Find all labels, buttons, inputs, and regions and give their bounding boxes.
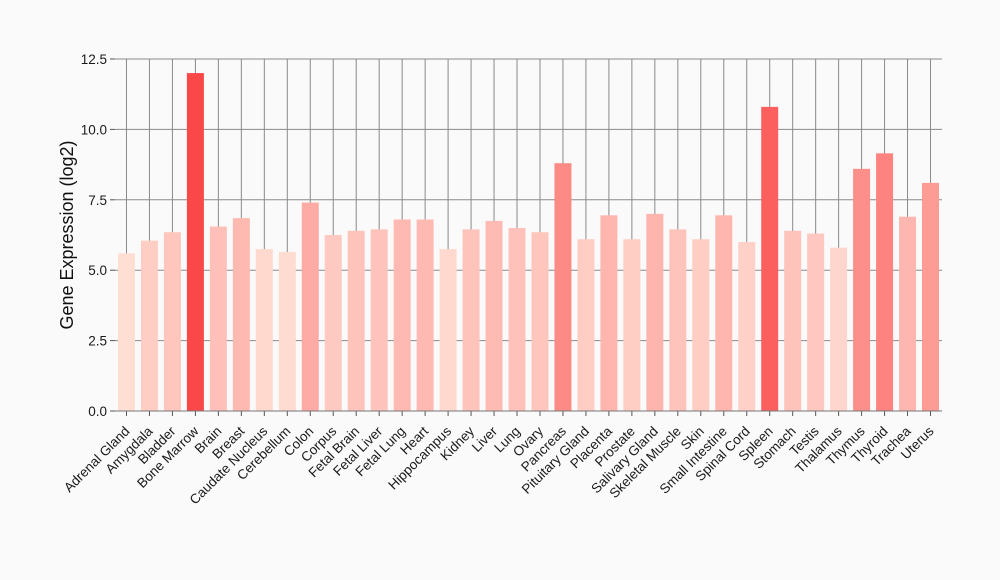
bar-trachea xyxy=(899,216,917,411)
bar-salivary-gland xyxy=(646,213,664,411)
bar-skin xyxy=(692,239,710,411)
bar-small-intestine xyxy=(715,215,733,411)
bar-amygdala xyxy=(140,240,158,411)
bar-hippocampus xyxy=(439,249,457,411)
y-tick-label: 5.0 xyxy=(88,263,107,278)
bar-ovary xyxy=(531,232,549,411)
y-tick-label: 7.5 xyxy=(88,193,107,208)
bar-prostate xyxy=(623,239,641,411)
bar-uterus xyxy=(922,182,940,411)
bar-testis xyxy=(807,233,825,411)
y-axis-ticks: 0.0 2.5 5.0 7.5 10.0 12.5 xyxy=(81,52,115,419)
bar-brain xyxy=(209,226,227,411)
bar-liver xyxy=(485,220,503,411)
bar-pituitary-gland xyxy=(577,239,595,411)
bar-skeletal-muscle xyxy=(669,229,687,411)
y-tick-label: 12.5 xyxy=(81,52,107,67)
bar-colon xyxy=(301,202,319,411)
y-axis-title: Gene Expression (log2) xyxy=(57,140,77,329)
bar-heart xyxy=(416,219,434,411)
bar-cerebellum xyxy=(278,251,296,411)
bar-placenta xyxy=(600,215,618,411)
bar-pancreas xyxy=(554,163,572,411)
bar-adrenal-gland xyxy=(117,253,135,411)
bar-lung xyxy=(508,227,526,411)
bar-bone-marrow xyxy=(186,73,204,411)
bar-kidney xyxy=(462,229,480,411)
bar-caudate-nucleus xyxy=(255,249,273,411)
bar-spleen xyxy=(761,106,779,411)
bar-stomach xyxy=(784,230,802,411)
bars xyxy=(117,73,940,411)
bar-thalamus xyxy=(830,247,848,411)
bar-thymus xyxy=(853,168,871,411)
bar-thyroid xyxy=(876,153,894,411)
bar-breast xyxy=(232,218,250,411)
y-tick-label: 2.5 xyxy=(88,334,107,349)
bar-bladder xyxy=(163,232,181,411)
bar-fetal-brain xyxy=(347,230,365,411)
bar-fetal-liver xyxy=(370,229,388,411)
y-tick-label: 10.0 xyxy=(81,122,107,137)
bar-corpus xyxy=(324,235,342,411)
bar-fetal-lung xyxy=(393,219,411,411)
bar-spinal-cord xyxy=(738,242,756,411)
y-tick-label: 0.0 xyxy=(88,404,107,419)
